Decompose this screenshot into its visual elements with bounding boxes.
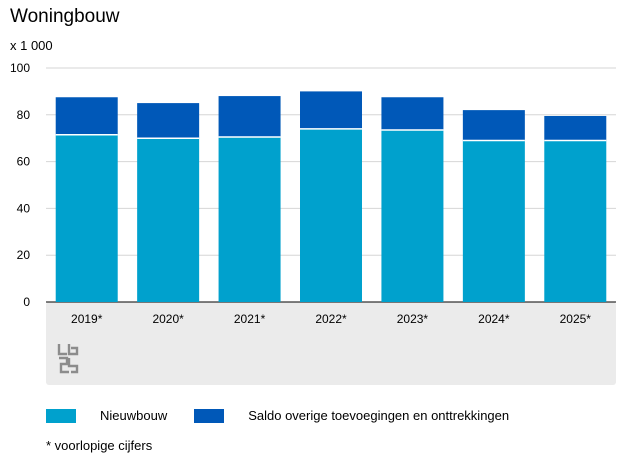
y-tick-label: 100 xyxy=(10,61,30,75)
x-tick-label: 2023* xyxy=(397,312,429,326)
unit-label: x 1 000 xyxy=(10,38,53,53)
footnote: * voorlopige cijfers xyxy=(46,438,153,453)
bar-saldo xyxy=(300,91,362,129)
bar-saldo xyxy=(218,96,281,138)
cbs-logo-icon xyxy=(57,344,79,374)
x-tick-label: 2019* xyxy=(71,312,103,326)
bar-nieuwbouw xyxy=(381,130,444,302)
legend-label-nieuwbouw: Nieuwbouw xyxy=(100,408,168,423)
x-tick-label: 2024* xyxy=(478,312,510,326)
y-tick-label: 80 xyxy=(17,108,31,122)
bar-nieuwbouw xyxy=(218,137,281,302)
y-tick-label: 60 xyxy=(17,155,31,169)
bar-nieuwbouw xyxy=(55,134,118,302)
y-tick-label: 0 xyxy=(23,295,30,309)
bar-saldo xyxy=(137,103,200,139)
chart-title: Woningbouw xyxy=(10,6,120,27)
bar-nieuwbouw xyxy=(462,140,525,302)
x-axis-panel xyxy=(46,302,616,385)
y-tick-label: 40 xyxy=(17,201,31,215)
bar-saldo xyxy=(544,115,607,141)
bar-nieuwbouw xyxy=(300,128,362,302)
x-tick-label: 2021* xyxy=(234,312,266,326)
bar-saldo xyxy=(55,97,118,135)
legend-label-saldo: Saldo overige toevoegingen en onttrekkin… xyxy=(248,408,510,423)
x-tick-label: 2022* xyxy=(315,312,347,326)
bar-nieuwbouw xyxy=(544,140,607,302)
legend-item-saldo: Saldo overige toevoegingen en onttrekkin… xyxy=(194,408,509,423)
x-tick-label: 2025* xyxy=(560,312,592,326)
bar-saldo xyxy=(381,97,444,131)
x-tick-label: 2020* xyxy=(152,312,184,326)
legend-swatch-saldo xyxy=(194,408,225,423)
legend-swatch-nieuwbouw xyxy=(46,408,76,423)
legend-item-nieuwbouw: Nieuwbouw xyxy=(46,408,167,423)
bar-nieuwbouw xyxy=(137,138,200,302)
legend: Nieuwbouw Saldo overige toevoegingen en … xyxy=(46,408,536,423)
y-tick-label: 20 xyxy=(17,248,31,262)
bar-saldo xyxy=(462,110,525,141)
